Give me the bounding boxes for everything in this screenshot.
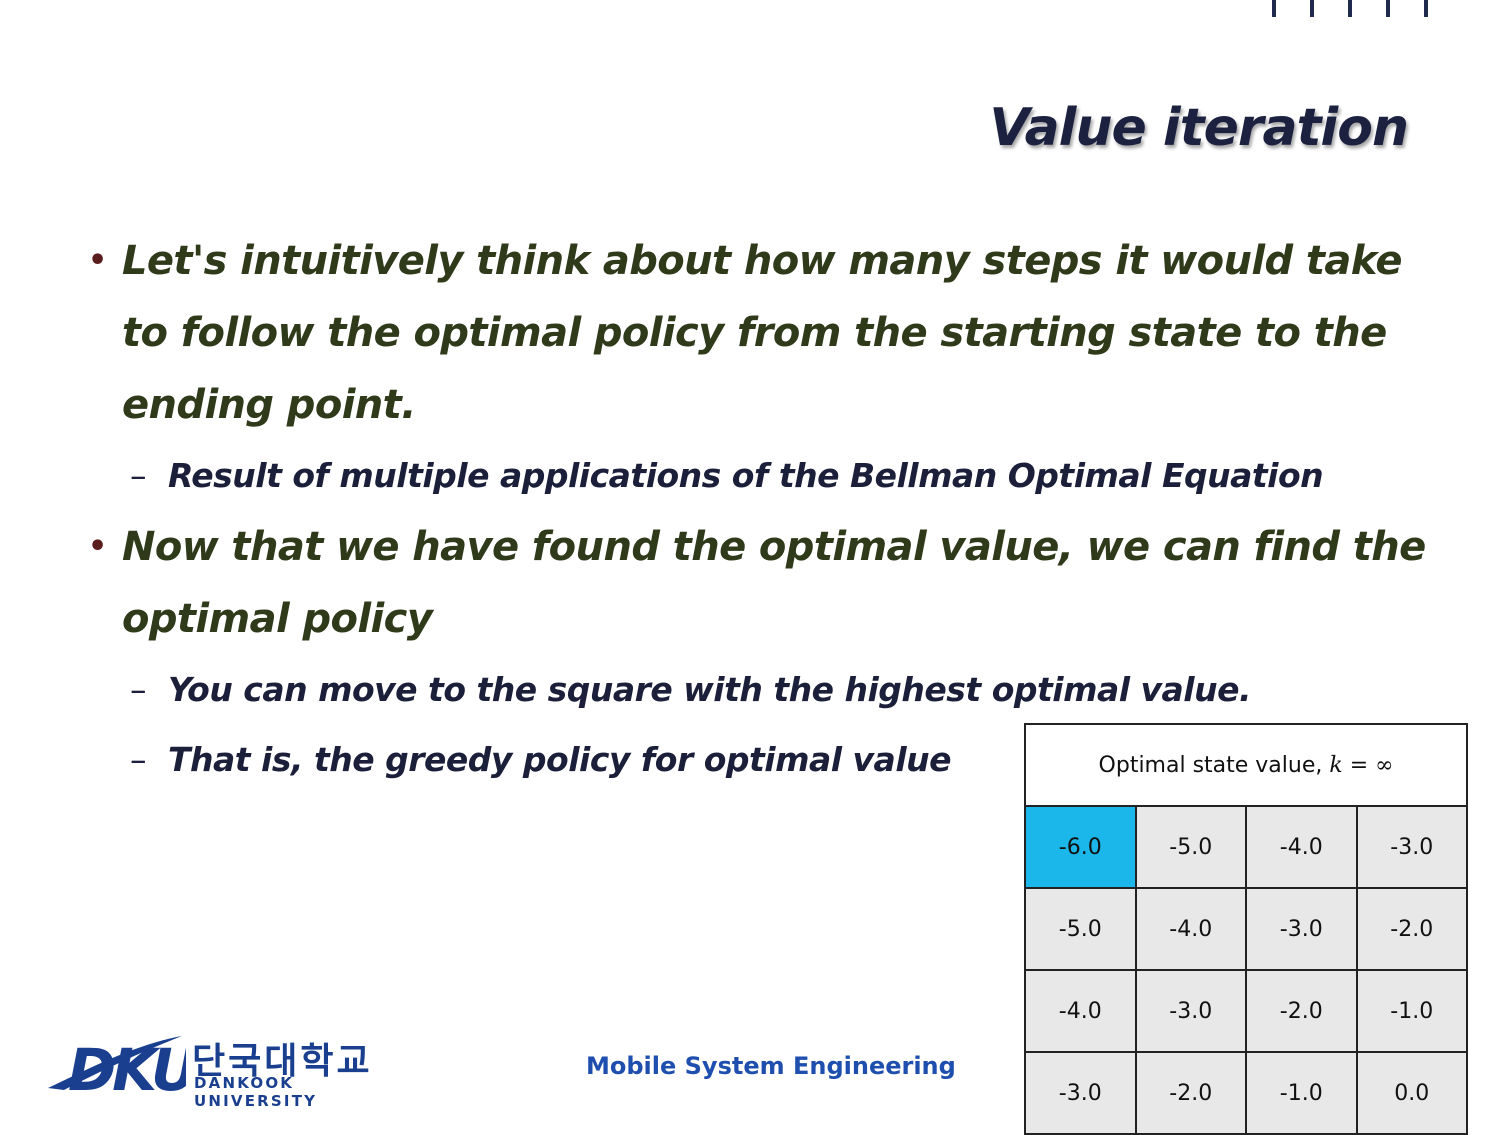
- grid-cell: -5.0: [1024, 887, 1137, 971]
- optimal-value-grid: Optimal state value, k = ∞ -6.0 -5.0 -4.…: [1024, 723, 1468, 1135]
- bullet-text: Let's intuitively think about how many s…: [122, 238, 1402, 428]
- grid-caption-text: Optimal state value,: [1098, 752, 1323, 778]
- decor-tick: [1272, 0, 1276, 17]
- top-decoration: [1262, 0, 1442, 20]
- grid-caption: Optimal state value, k = ∞: [1024, 723, 1468, 807]
- bullet-marker: •: [88, 529, 107, 564]
- dku-logo-icon: DKU: [48, 1036, 186, 1098]
- grid-cell-start: -6.0: [1024, 805, 1137, 889]
- sub-bullet-marker: –: [130, 740, 147, 779]
- slide-title: Value iteration: [989, 98, 1409, 158]
- bullet-list: • Let's intuitively think about how many…: [88, 225, 1428, 795]
- grid-cell: -2.0: [1355, 887, 1468, 971]
- grid-caption-math: k = ∞: [1329, 752, 1394, 778]
- grid-cell: -3.0: [1024, 1051, 1137, 1135]
- bullet-item: • Now that we have found the optimal val…: [88, 511, 1428, 655]
- bullet-marker: •: [88, 243, 107, 278]
- grid-cell: -4.0: [1024, 969, 1137, 1053]
- grid-cell: -3.0: [1245, 887, 1358, 971]
- sub-bullet-text: That is, the greedy policy for optimal v…: [168, 740, 952, 779]
- grid-cell: -3.0: [1355, 805, 1468, 889]
- university-korean-name: 단국대학교: [192, 1041, 373, 1082]
- grid-cell-goal: 0.0: [1355, 1051, 1468, 1135]
- bullet-item: • Let's intuitively think about how many…: [88, 225, 1428, 441]
- sub-bullet-text: You can move to the square with the high…: [168, 670, 1252, 709]
- grid-cell: -2.0: [1245, 969, 1358, 1053]
- sub-bullet-item: – That is, the greedy policy for optimal…: [88, 725, 1428, 795]
- sub-bullet-item: – You can move to the square with the hi…: [88, 655, 1428, 725]
- sub-bullet-item: – Result of multiple applications of the…: [88, 441, 1428, 511]
- grid-cell: -2.0: [1134, 1051, 1247, 1135]
- grid-cell: -5.0: [1134, 805, 1247, 889]
- university-logo: DKU 단국대학교 DANKOOK UNIVERSITY: [46, 1030, 416, 1110]
- grid-cell: -4.0: [1134, 887, 1247, 971]
- sub-bullet-marker: –: [130, 670, 147, 709]
- course-name: Mobile System Engineering: [586, 1052, 956, 1080]
- decor-tick: [1348, 0, 1352, 17]
- grid-cell: -3.0: [1134, 969, 1247, 1053]
- grid-cell: -1.0: [1245, 1051, 1358, 1135]
- decor-tick: [1424, 0, 1428, 17]
- sub-bullet-marker: –: [130, 456, 147, 495]
- sub-bullet-text: Result of multiple applications of the B…: [168, 456, 1324, 495]
- bullet-text: Now that we have found the optimal value…: [122, 524, 1426, 642]
- university-english-name: DANKOOK UNIVERSITY: [194, 1074, 318, 1110]
- logo-mark-text: DKU: [68, 1036, 186, 1098]
- decor-tick: [1310, 0, 1314, 17]
- grid-cell: -1.0: [1355, 969, 1468, 1053]
- grid-cell: -4.0: [1245, 805, 1358, 889]
- decor-tick: [1386, 0, 1390, 17]
